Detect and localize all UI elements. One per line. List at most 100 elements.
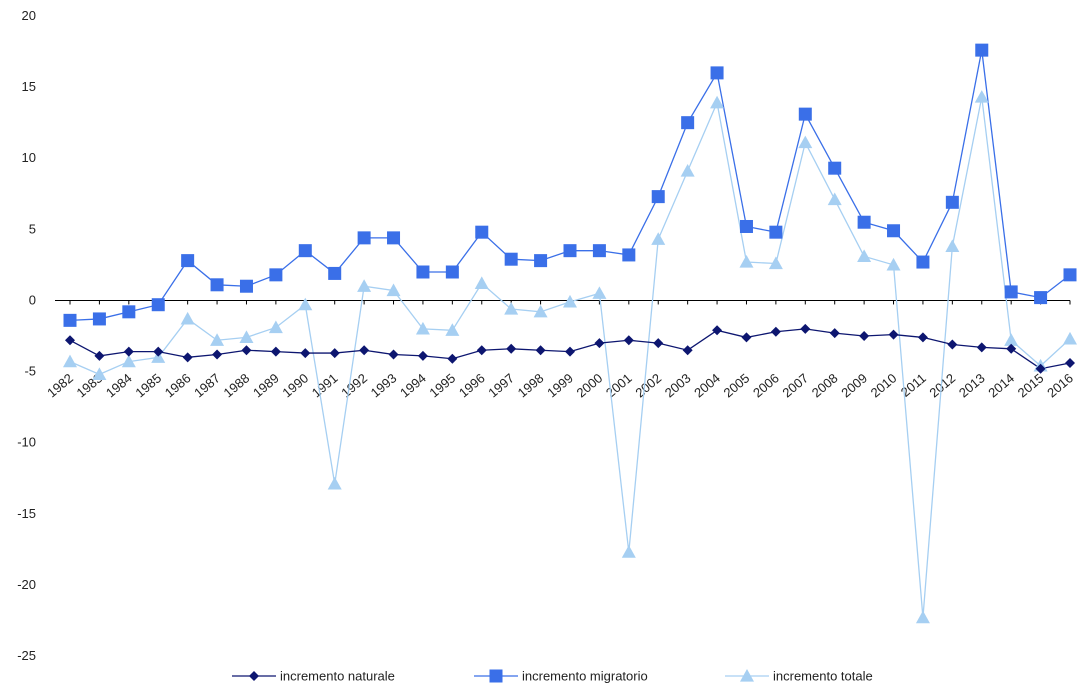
y-tick-label: -15 — [17, 506, 36, 521]
x-tick-label: 2002 — [632, 370, 664, 400]
data-point-incremento-naturale — [623, 335, 634, 346]
legend-label: incremento naturale — [280, 669, 395, 683]
series-lines — [69, 50, 1071, 618]
data-point-incremento-totale — [327, 476, 342, 490]
data-point-incremento-totale — [474, 276, 489, 289]
x-tick-label: 1986 — [162, 370, 194, 400]
data-point-incremento-naturale — [388, 349, 399, 360]
data-point-incremento-migratorio — [622, 248, 636, 262]
data-point-incremento-totale — [592, 286, 607, 299]
data-point-incremento-naturale — [917, 332, 928, 343]
x-axis-ticks: 1982198319841985198619871988198919901991… — [44, 300, 1076, 400]
data-point-incremento-totale — [63, 354, 77, 368]
data-point-incremento-totale — [445, 323, 460, 336]
data-point-incremento-migratorio — [710, 66, 724, 80]
y-tick-label: -5 — [24, 364, 36, 379]
y-tick-label: 10 — [22, 150, 36, 165]
data-point-incremento-migratorio — [798, 107, 812, 121]
data-point-incremento-migratorio — [239, 279, 253, 293]
x-tick-label: 2015 — [1015, 370, 1047, 400]
x-tick-label: 1989 — [250, 370, 282, 400]
data-point-incremento-totale — [268, 320, 283, 334]
legend-label: incremento migratorio — [522, 669, 648, 683]
data-point-incremento-totale — [680, 164, 695, 177]
data-point-incremento-naturale — [712, 325, 723, 336]
data-point-incremento-naturale — [770, 326, 781, 337]
data-point-incremento-migratorio — [887, 224, 901, 238]
series-markers — [63, 43, 1077, 624]
data-point-incremento-totale — [180, 311, 195, 325]
data-point-incremento-migratorio — [592, 244, 606, 258]
x-tick-label: 2016 — [1044, 370, 1076, 400]
data-point-incremento-naturale — [123, 346, 134, 357]
x-tick-label: 2008 — [809, 370, 841, 400]
data-point-incremento-migratorio — [92, 312, 106, 326]
x-tick-label: 2009 — [838, 370, 870, 400]
data-point-incremento-totale — [621, 545, 636, 558]
data-point-incremento-totale — [1004, 333, 1019, 346]
data-point-incremento-migratorio — [739, 219, 753, 233]
data-point-incremento-totale — [739, 255, 754, 268]
x-tick-label: 2010 — [868, 370, 900, 400]
data-point-incremento-migratorio — [122, 305, 136, 319]
data-point-incremento-naturale — [94, 350, 105, 361]
legend-item: incremento migratorio — [474, 669, 648, 683]
x-tick-label: 1995 — [426, 370, 458, 400]
legend-marker — [249, 671, 259, 681]
x-tick-label: 1992 — [338, 370, 370, 400]
data-point-incremento-totale — [210, 333, 225, 346]
data-point-incremento-migratorio — [445, 265, 459, 279]
data-point-incremento-migratorio — [1004, 285, 1018, 299]
x-tick-label: 2014 — [985, 370, 1017, 400]
data-point-incremento-totale — [886, 257, 901, 271]
data-point-incremento-migratorio — [1034, 291, 1048, 305]
data-point-incremento-totale — [1063, 331, 1077, 345]
data-point-incremento-naturale — [182, 352, 193, 363]
data-point-incremento-naturale — [506, 343, 517, 354]
x-tick-label: 1990 — [279, 370, 311, 400]
x-tick-label: 1982 — [44, 370, 76, 400]
data-point-incremento-totale — [768, 256, 783, 270]
data-point-incremento-naturale — [800, 323, 811, 334]
data-point-incremento-naturale — [153, 346, 164, 357]
data-point-incremento-migratorio — [975, 43, 989, 57]
data-point-incremento-naturale — [1035, 363, 1046, 374]
data-point-incremento-naturale — [594, 338, 605, 349]
x-tick-label: 2004 — [691, 370, 723, 400]
data-point-incremento-naturale — [829, 328, 840, 339]
x-tick-label: 1991 — [309, 370, 341, 400]
data-point-incremento-naturale — [476, 345, 487, 356]
data-point-incremento-naturale — [565, 346, 575, 357]
x-tick-label: 1996 — [456, 370, 488, 400]
data-point-incremento-totale — [121, 354, 136, 368]
y-tick-label: 5 — [29, 221, 36, 236]
data-point-incremento-migratorio — [357, 231, 371, 245]
data-point-incremento-migratorio — [1063, 268, 1077, 282]
y-tick-label: -25 — [17, 648, 36, 663]
data-point-incremento-naturale — [653, 338, 664, 349]
data-point-incremento-migratorio — [181, 254, 195, 268]
data-point-incremento-naturale — [65, 335, 75, 346]
data-point-incremento-migratorio — [328, 266, 342, 280]
data-point-incremento-naturale — [329, 348, 340, 359]
data-point-incremento-migratorio — [151, 298, 165, 312]
data-point-incremento-naturale — [1006, 343, 1017, 354]
data-point-incremento-naturale — [1065, 358, 1075, 369]
x-tick-label: 1999 — [544, 370, 576, 400]
y-tick-label: 0 — [29, 292, 36, 307]
data-point-incremento-migratorio — [651, 190, 665, 204]
data-point-incremento-naturale — [300, 348, 311, 359]
data-point-incremento-naturale — [682, 345, 693, 356]
data-point-incremento-totale — [710, 95, 725, 109]
data-point-incremento-naturale — [888, 329, 899, 340]
data-point-incremento-naturale — [947, 339, 958, 350]
y-axis-ticks: 20 15 10 5 0 -5 -10 -15 -20 -25 — [17, 8, 36, 663]
data-point-incremento-naturale — [359, 345, 370, 356]
data-point-incremento-migratorio — [681, 116, 695, 130]
data-point-incremento-migratorio — [563, 244, 577, 258]
y-tick-label: -20 — [17, 577, 36, 592]
data-point-incremento-totale — [798, 135, 813, 149]
series-line-incremento-totale — [69, 96, 1071, 618]
data-point-incremento-migratorio — [63, 313, 77, 327]
x-tick-label: 2006 — [750, 370, 782, 400]
